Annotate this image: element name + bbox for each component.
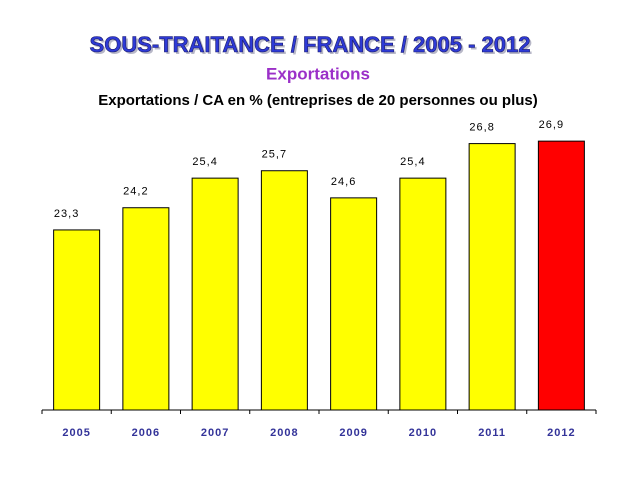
value-label: 24,2 bbox=[123, 186, 148, 198]
x-tick-label: 2009 bbox=[339, 427, 367, 439]
bar bbox=[468, 143, 516, 411]
axis-label: Exportations / CA en % (entreprises de 2… bbox=[98, 92, 538, 109]
value-label: 25,7 bbox=[262, 149, 287, 161]
x-tick-label: 2008 bbox=[270, 427, 298, 439]
value-label: 25,4 bbox=[192, 156, 217, 168]
value-label: 25,4 bbox=[400, 156, 425, 168]
bar bbox=[260, 170, 308, 411]
bar bbox=[53, 229, 101, 411]
value-label: 24,6 bbox=[331, 176, 356, 188]
bar bbox=[122, 207, 170, 411]
x-tick-label: 2010 bbox=[409, 427, 437, 439]
bar bbox=[191, 177, 239, 411]
bar bbox=[537, 140, 585, 411]
value-label: 26,9 bbox=[539, 119, 564, 131]
x-tick-label: 2011 bbox=[478, 427, 506, 439]
x-tick-label: 2012 bbox=[547, 427, 575, 439]
value-label: 23,3 bbox=[54, 208, 79, 220]
x-tick-label: 2005 bbox=[62, 427, 90, 439]
bar bbox=[399, 177, 447, 411]
x-tick-label: 2007 bbox=[201, 427, 229, 439]
x-tick-label: 2006 bbox=[132, 427, 160, 439]
chart-subtitle: Exportations bbox=[266, 64, 370, 83]
chart-title: SOUS-TRAITANCE / FRANCE / 2005 - 2012 bbox=[90, 32, 531, 57]
chart-title-shadow: SOUS-TRAITANCE / FRANCE / 2005 - 2012 bbox=[92, 34, 533, 59]
value-label: 26,8 bbox=[469, 122, 494, 134]
bar bbox=[330, 197, 378, 411]
